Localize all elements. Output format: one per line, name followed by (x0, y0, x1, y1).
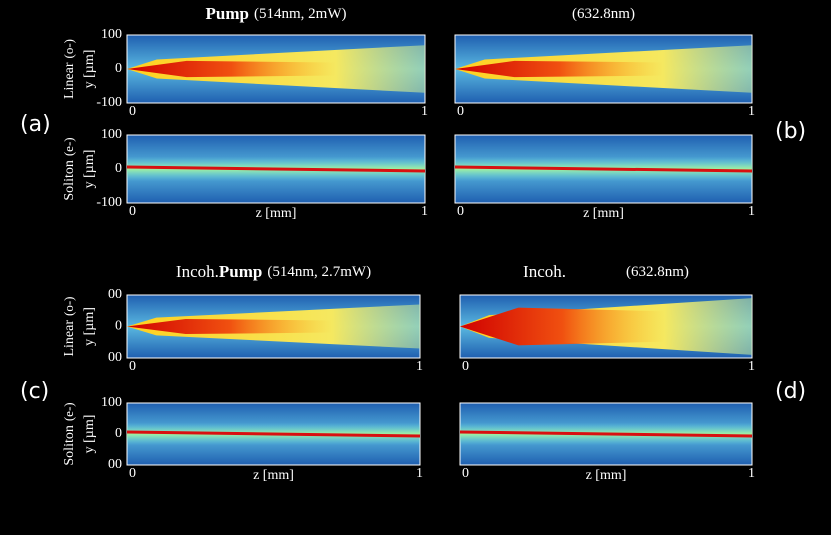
x-axis-label: z [mm] (583, 206, 624, 221)
panel-label: (b) (775, 119, 806, 144)
row-label: Linear (o-) (61, 296, 77, 356)
row-label: Soliton (e-) (61, 137, 77, 200)
y-tick-label: 100 (101, 395, 122, 410)
y-tick-label: -100 (96, 95, 122, 110)
y-tick-label: 100 (101, 127, 122, 142)
x-tick-label: 1 (748, 466, 755, 481)
left-title: Incoh.Pump (514nm, 2.7mW) (176, 262, 371, 281)
row-label-name: Soliton (62, 160, 77, 200)
x-tick-label: 0 (129, 466, 136, 481)
x-tick-label: 1 (748, 359, 755, 374)
x-tick-label: 0 (457, 204, 464, 219)
title-rest: (514nm, 2.7mW) (267, 264, 371, 280)
x-axis-label: z [mm] (586, 468, 627, 483)
y-axis-label: y [µm] (82, 50, 97, 89)
y-tick-label: 100 (101, 27, 122, 42)
x-tick-label: 0 (462, 359, 469, 374)
y-tick-label: 00 (108, 457, 122, 472)
soliton-line (459, 430, 753, 438)
right-title: Incoh. (632.8nm) (523, 262, 689, 281)
title-bold: Pump (219, 262, 262, 281)
row-label: Soliton (e-) (61, 402, 77, 465)
y-axis-label: y [µm] (82, 150, 97, 189)
x-tick-label: 1 (421, 204, 428, 219)
x-axis-label: z [mm] (253, 468, 294, 483)
row-label: Linear (o-) (61, 39, 77, 99)
row-label-name: Linear (62, 320, 77, 357)
beam-core (127, 318, 333, 335)
soliton-line (126, 430, 421, 438)
y-axis-label: y [µm] (82, 415, 97, 454)
x-tick-label: 0 (129, 104, 136, 119)
x-tick-label: 0 (129, 359, 136, 374)
x-tick-label: 1 (748, 204, 755, 219)
x-tick-label: 1 (416, 359, 423, 374)
x-axis-label: z [mm] (256, 206, 297, 221)
soliton-line (126, 165, 426, 173)
right-title: (632.8nm) (572, 6, 635, 22)
row-label-polarization: (e-) (61, 137, 76, 156)
row-label-name: Linear (62, 62, 77, 99)
panel-label: (a) (20, 112, 51, 137)
x-tick-label: 1 (421, 104, 428, 119)
x-tick-label: 0 (457, 104, 464, 119)
y-axis-label: y [µm] (82, 307, 97, 346)
row-label-polarization: (e-) (61, 402, 76, 421)
beam-core (455, 60, 663, 78)
beam-core (460, 307, 665, 346)
panel-label: (d) (775, 379, 806, 404)
y-tick-label: 0 (115, 61, 122, 76)
left-title: Pump (514nm, 2mW) (206, 4, 347, 23)
title-prefix: Incoh. (523, 262, 566, 281)
title-bold: Pump (206, 4, 249, 23)
y-tick-label: 00 (108, 350, 122, 365)
y-tick-label: 0 (115, 426, 122, 441)
row-label-polarization: (o-) (61, 39, 76, 59)
y-tick-label: -100 (96, 195, 122, 210)
beam-core (127, 60, 336, 78)
soliton-line (454, 165, 753, 173)
panel-label: (c) (20, 379, 49, 404)
row-label-polarization: (o-) (61, 296, 76, 316)
x-tick-label: 1 (416, 466, 423, 481)
title-rest: (632.8nm) (572, 6, 635, 22)
x-tick-label: 1 (748, 104, 755, 119)
y-tick-label: 0 (115, 319, 122, 334)
x-tick-label: 0 (129, 204, 136, 219)
title-prefix: Incoh. (176, 262, 219, 281)
y-tick-label: 00 (108, 287, 122, 302)
title-rest: (632.8nm) (626, 264, 689, 280)
title-rest: (514nm, 2mW) (254, 6, 346, 22)
row-label-name: Soliton (62, 425, 77, 465)
y-tick-label: 0 (115, 161, 122, 176)
x-tick-label: 0 (462, 466, 469, 481)
